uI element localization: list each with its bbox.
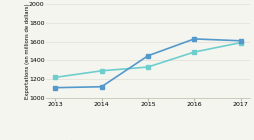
Équipement électrique et électronique xyxy=(146,66,149,68)
Équipement électrique et électronique xyxy=(238,42,241,44)
Pharmaceutiques xyxy=(100,86,103,88)
Pharmaceutiques xyxy=(53,87,56,88)
Pharmaceutiques xyxy=(146,55,149,57)
Pharmaceutiques xyxy=(238,40,241,42)
Y-axis label: Exportations (en millions de dollars): Exportations (en millions de dollars) xyxy=(25,3,30,99)
Équipement électrique et électronique xyxy=(100,70,103,72)
Pharmaceutiques xyxy=(192,38,195,40)
Line: Équipement électrique et électronique: Équipement électrique et électronique xyxy=(53,41,242,79)
Équipement électrique et électronique xyxy=(53,77,56,78)
Équipement électrique et électronique xyxy=(192,51,195,53)
Line: Pharmaceutiques: Pharmaceutiques xyxy=(53,37,242,90)
